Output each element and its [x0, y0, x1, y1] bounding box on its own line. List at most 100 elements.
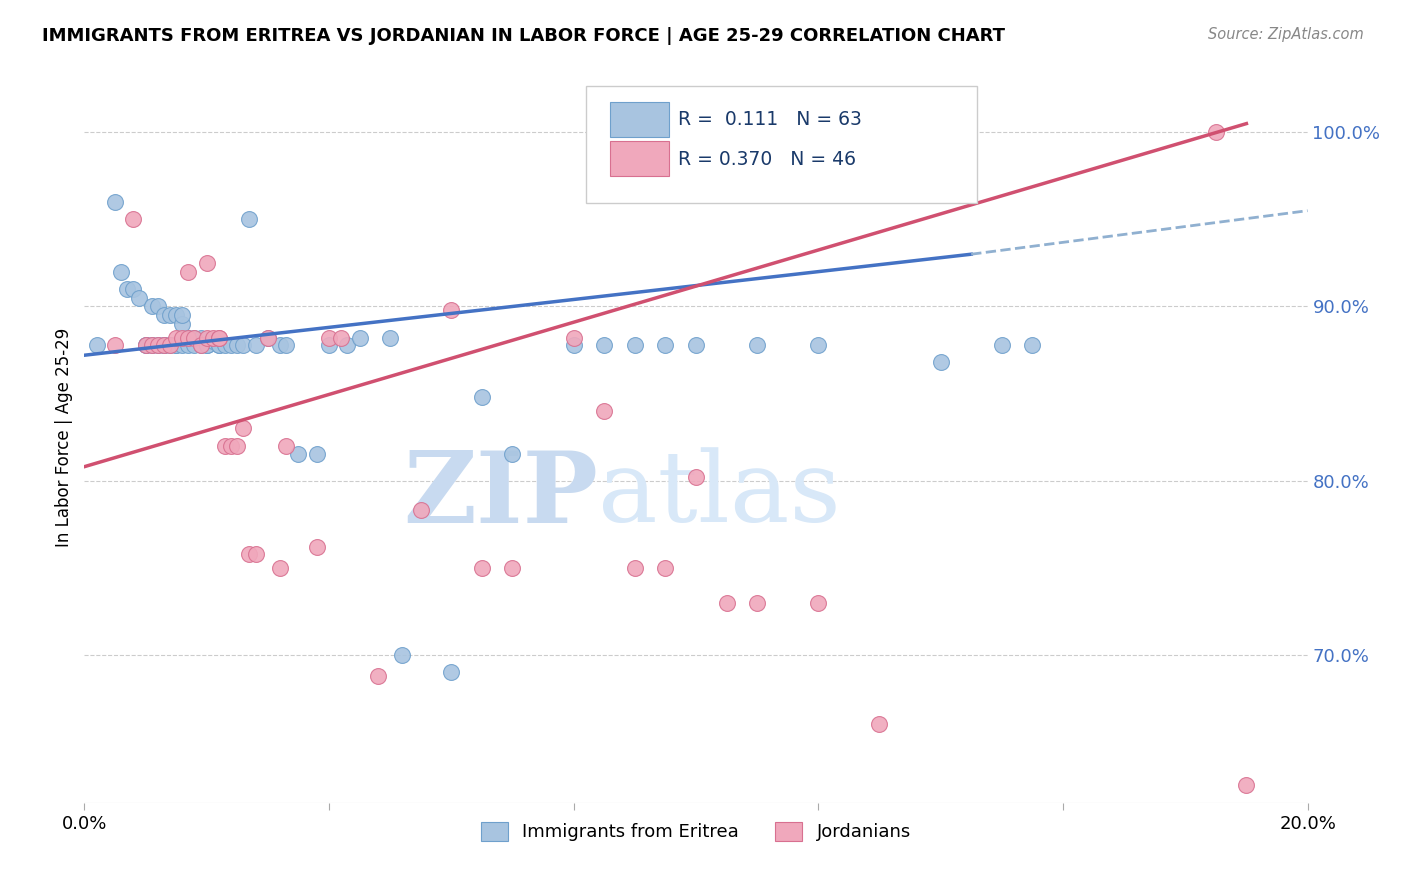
Point [214, 439, 236, 453]
FancyBboxPatch shape [610, 102, 669, 137]
Point [201, 331, 224, 345]
Point [869, 717, 891, 731]
Point [172, 338, 194, 352]
Point [502, 448, 524, 462]
Point [747, 595, 769, 609]
Text: Source: ZipAtlas.com: Source: ZipAtlas.com [1208, 27, 1364, 42]
Point [269, 338, 291, 352]
Point [153, 338, 176, 352]
Point [318, 338, 340, 352]
Point [153, 338, 176, 352]
Point [214, 338, 236, 352]
Point [471, 560, 494, 574]
Point [141, 338, 163, 352]
Point [654, 560, 676, 574]
Point [128, 291, 150, 305]
Point [593, 338, 616, 352]
Point [305, 448, 328, 462]
Point [195, 338, 218, 352]
Point [440, 302, 463, 317]
Point [183, 331, 205, 345]
Point [747, 338, 769, 352]
Point [226, 439, 249, 453]
Point [318, 331, 340, 345]
Point [471, 390, 494, 404]
Point [219, 439, 242, 453]
Point [208, 331, 231, 345]
Point [257, 331, 280, 345]
Point [172, 331, 194, 345]
Point [86, 338, 108, 352]
Point [177, 265, 200, 279]
Point [502, 560, 524, 574]
Point [135, 338, 157, 352]
Point [110, 265, 132, 279]
Point [232, 338, 254, 352]
Point [562, 331, 585, 345]
Point [991, 338, 1014, 352]
Point [807, 595, 830, 609]
Point [146, 338, 169, 352]
Point [190, 331, 212, 345]
Point [146, 338, 169, 352]
Point [716, 595, 738, 609]
Point [195, 256, 218, 270]
Text: IMMIGRANTS FROM ERITREA VS JORDANIAN IN LABOR FORCE | AGE 25-29 CORRELATION CHAR: IMMIGRANTS FROM ERITREA VS JORDANIAN IN … [42, 27, 1005, 45]
Point [654, 338, 676, 352]
Point [104, 338, 127, 352]
Text: R = 0.370   N = 46: R = 0.370 N = 46 [678, 150, 856, 169]
Point [122, 282, 145, 296]
Point [153, 338, 176, 352]
Point [195, 331, 218, 345]
Text: ZIP: ZIP [404, 447, 598, 544]
Point [593, 404, 616, 418]
Point [159, 338, 181, 352]
Point [624, 338, 647, 352]
Point [183, 338, 205, 352]
Point [409, 503, 432, 517]
Point [929, 355, 952, 369]
Point [257, 331, 280, 345]
Point [141, 300, 163, 314]
Point [165, 338, 187, 352]
Point [562, 338, 585, 352]
Point [287, 448, 309, 462]
Point [238, 547, 260, 561]
Point [177, 338, 200, 352]
Point [122, 212, 145, 227]
Point [165, 308, 187, 322]
Y-axis label: In Labor Force | Age 25-29: In Labor Force | Age 25-29 [55, 327, 73, 547]
Point [1205, 125, 1227, 139]
Point [226, 338, 249, 352]
Point [195, 338, 218, 352]
Point [276, 439, 298, 453]
Point [208, 338, 231, 352]
Point [269, 560, 291, 574]
Point [177, 331, 200, 345]
Point [245, 547, 267, 561]
Point [380, 331, 402, 345]
FancyBboxPatch shape [586, 86, 977, 203]
Point [238, 212, 260, 227]
Point [685, 338, 707, 352]
Point [141, 338, 163, 352]
Point [440, 665, 463, 680]
Point [685, 470, 707, 484]
Point [172, 308, 194, 322]
Point [349, 331, 371, 345]
Point [159, 308, 181, 322]
Point [807, 338, 830, 352]
Point [305, 540, 328, 554]
Point [177, 331, 200, 345]
Point [624, 560, 647, 574]
Legend: Immigrants from Eritrea, Jordanians: Immigrants from Eritrea, Jordanians [474, 814, 918, 848]
Point [391, 648, 413, 662]
FancyBboxPatch shape [610, 141, 669, 176]
Point [367, 668, 389, 682]
Point [183, 331, 205, 345]
Point [153, 308, 176, 322]
Point [104, 194, 127, 209]
Point [1021, 338, 1043, 352]
Point [245, 338, 267, 352]
Point [135, 338, 157, 352]
